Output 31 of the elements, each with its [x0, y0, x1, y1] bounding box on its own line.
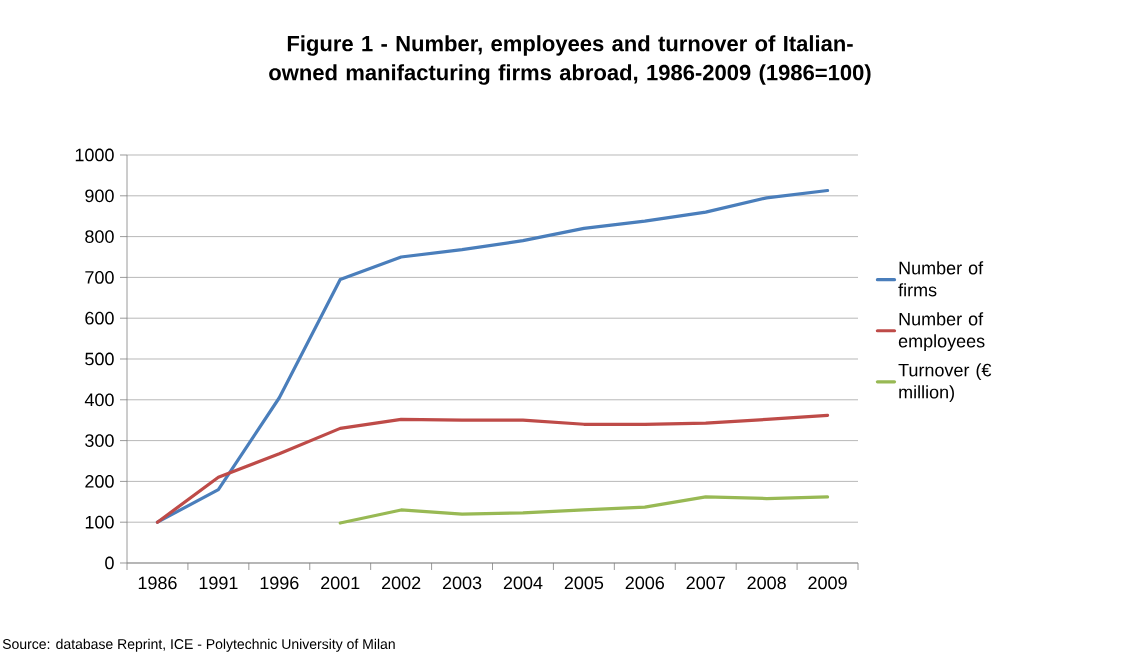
x-tick-label: 1996: [260, 576, 299, 590]
x-tick-label: 2001: [321, 576, 360, 590]
source-note: Source: database Reprint, ICE - Polytechnic University of Milan: [2, 638, 395, 652]
x-tick-label: 2008: [747, 576, 786, 590]
chart-title: Figure 1 - Number, employees and turnover of Italian-owned manifacturing firms abroad, 1986-2009 (1986=100): [269, 35, 871, 85]
y-tick-label: 700: [85, 271, 114, 284]
line-series: [338, 495, 830, 525]
x-tick-label: 2003: [442, 576, 482, 590]
y-tick-label: 100: [85, 515, 114, 529]
x-tick-label: 2005: [564, 576, 604, 590]
y-tick-label: 500: [85, 352, 114, 366]
y-tick-label: 800: [85, 230, 114, 243]
line-series: [155, 188, 830, 524]
x-tick-label: 2002: [382, 576, 421, 590]
y-tick-label: 1000: [75, 148, 114, 162]
x-tick-label: 2004: [503, 576, 543, 590]
x-tick-label: 2009: [808, 576, 847, 590]
y-tick-label: 200: [85, 475, 114, 488]
x-tick-label: 2007: [686, 576, 725, 590]
x-tick-label: 1986: [138, 576, 177, 590]
y-tick-label: 600: [85, 311, 114, 325]
x-tick-label: 2006: [625, 576, 665, 590]
x-tick-label: 1991: [199, 576, 238, 590]
y-tick-label: 400: [84, 393, 114, 407]
y-tick-label: 300: [85, 434, 114, 447]
legend-label: Number of firms: [898, 261, 984, 297]
y-tick-label: 900: [85, 189, 114, 203]
y-tick-label: 0: [105, 556, 114, 570]
legend-label: Turnover (€ million): [898, 363, 992, 403]
line-series: [155, 413, 830, 524]
legend-label: Number of employees: [898, 312, 985, 352]
